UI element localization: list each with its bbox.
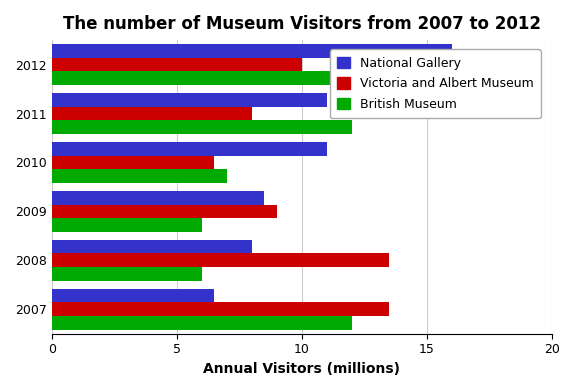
Bar [52, 93, 327, 107]
Legend: National Gallery, Victoria and Albert Museum, British Museum: National Gallery, Victoria and Albert Mu… [329, 49, 541, 118]
Bar [52, 142, 327, 156]
Bar [52, 267, 202, 281]
Bar [52, 253, 389, 267]
Bar [52, 289, 214, 302]
Bar [52, 120, 352, 134]
X-axis label: Annual Visitors (millions): Annual Visitors (millions) [204, 362, 400, 376]
Bar [52, 218, 202, 232]
Bar [52, 240, 252, 253]
Bar [52, 44, 452, 58]
Bar [52, 204, 277, 218]
Bar [52, 156, 214, 169]
Bar [52, 58, 302, 72]
Bar [52, 316, 352, 330]
Bar [52, 169, 227, 183]
Title: The number of Museum Visitors from 2007 to 2012: The number of Museum Visitors from 2007 … [63, 15, 541, 33]
Bar [52, 191, 264, 204]
Bar [52, 72, 402, 85]
Bar [52, 302, 389, 316]
Bar [52, 107, 252, 120]
